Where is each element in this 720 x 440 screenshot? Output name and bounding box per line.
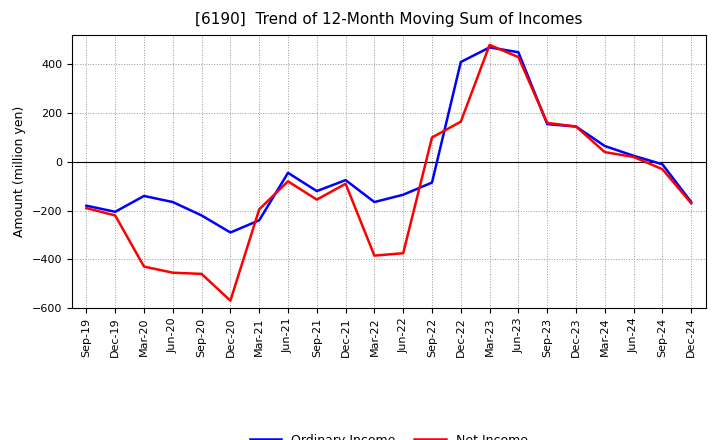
Legend: Ordinary Income, Net Income: Ordinary Income, Net Income — [245, 429, 533, 440]
Net Income — [658, 166, 667, 172]
Net Income — [370, 253, 379, 258]
Ordinary Income — [341, 177, 350, 183]
Ordinary Income — [600, 143, 609, 149]
Line: Net Income: Net Income — [86, 45, 691, 301]
Net Income — [687, 201, 696, 206]
Net Income — [399, 250, 408, 256]
Ordinary Income — [428, 180, 436, 185]
Net Income — [456, 119, 465, 125]
Ordinary Income — [543, 121, 552, 127]
Line: Ordinary Income: Ordinary Income — [86, 48, 691, 232]
Net Income — [572, 124, 580, 129]
Title: [6190]  Trend of 12-Month Moving Sum of Incomes: [6190] Trend of 12-Month Moving Sum of I… — [195, 12, 582, 27]
Net Income — [168, 270, 177, 275]
Net Income — [428, 135, 436, 140]
Net Income — [629, 154, 638, 160]
Net Income — [82, 205, 91, 211]
Ordinary Income — [658, 161, 667, 167]
Ordinary Income — [284, 170, 292, 176]
Net Income — [197, 271, 206, 277]
Ordinary Income — [399, 192, 408, 198]
Ordinary Income — [485, 45, 494, 50]
Net Income — [485, 42, 494, 48]
Net Income — [140, 264, 148, 269]
Net Income — [284, 179, 292, 184]
Net Income — [312, 197, 321, 202]
Net Income — [514, 55, 523, 60]
Ordinary Income — [226, 230, 235, 235]
Net Income — [600, 150, 609, 155]
Ordinary Income — [197, 213, 206, 218]
Net Income — [543, 120, 552, 125]
Net Income — [111, 213, 120, 218]
Ordinary Income — [111, 209, 120, 214]
Ordinary Income — [255, 218, 264, 223]
Ordinary Income — [572, 124, 580, 129]
Ordinary Income — [514, 50, 523, 55]
Ordinary Income — [82, 203, 91, 209]
Ordinary Income — [456, 59, 465, 65]
Ordinary Income — [168, 199, 177, 205]
Net Income — [255, 207, 264, 212]
Net Income — [341, 181, 350, 187]
Net Income — [226, 298, 235, 303]
Y-axis label: Amount (million yen): Amount (million yen) — [13, 106, 26, 237]
Ordinary Income — [140, 193, 148, 198]
Ordinary Income — [629, 153, 638, 158]
Ordinary Income — [312, 188, 321, 194]
Ordinary Income — [370, 199, 379, 205]
Ordinary Income — [687, 199, 696, 205]
